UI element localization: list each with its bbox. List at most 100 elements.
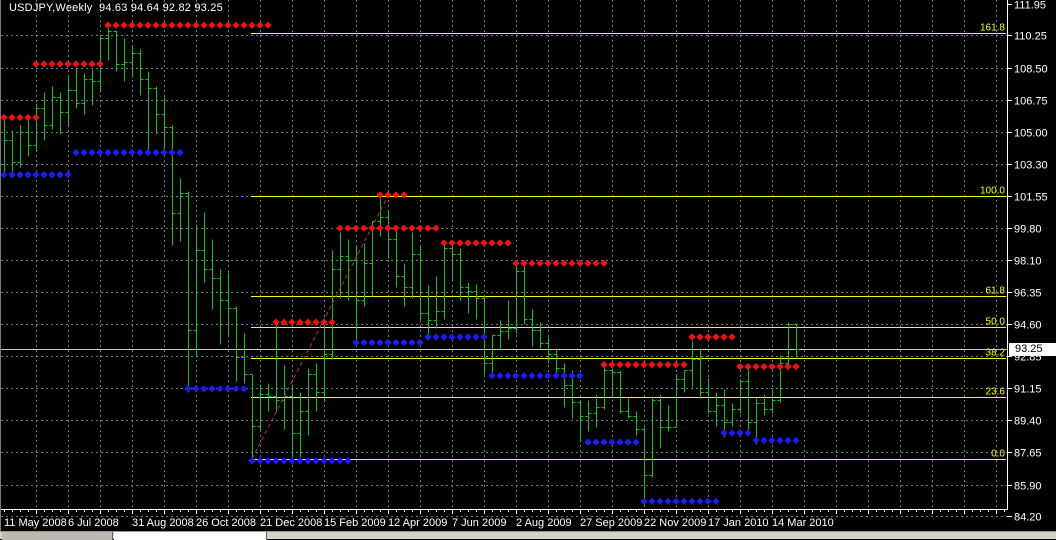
dot [192, 385, 200, 392]
dot [536, 259, 544, 267]
time-axis[interactable]: 11 May 2008 6 Jul 2008 31 Aug 2008 26 Oct 2… [4, 509, 1005, 530]
date-label: 27 Sep 2009 [580, 517, 642, 529]
dot [216, 385, 224, 392]
dot [696, 497, 704, 505]
fib-retracement[interactable]: 161.8 100.0 61.8 50.0 38.2 23.6 0.0 [251, 23, 1006, 460]
price-axis[interactable]: 111.95 110.25 108.50 106.75 105.00 103.30 101.… [1007, 0, 1048, 524]
dot [400, 339, 408, 346]
dot [496, 239, 504, 247]
dot [136, 149, 144, 156]
dot [8, 171, 16, 178]
dot [280, 318, 288, 326]
dot [48, 60, 56, 68]
dot [168, 21, 176, 29]
price-label: 87.65 [1014, 448, 1042, 460]
dot [712, 497, 720, 505]
dot [760, 437, 768, 444]
dot [632, 438, 640, 446]
dot [360, 224, 368, 232]
dot [296, 318, 304, 326]
dot [256, 457, 264, 464]
dot [96, 149, 104, 156]
dot [648, 361, 656, 369]
dot [248, 21, 256, 29]
dot [400, 224, 408, 232]
dot [56, 60, 64, 68]
dot [448, 333, 456, 341]
dot [80, 60, 88, 68]
dot [304, 318, 312, 326]
dot [264, 21, 272, 29]
dot [24, 114, 32, 121]
dot [104, 149, 112, 156]
date-label: 31 Aug 2008 [132, 517, 194, 529]
dot [312, 318, 320, 326]
price-label: 89.40 [1014, 416, 1042, 428]
dot [216, 21, 224, 29]
dot [144, 149, 152, 156]
dot [728, 333, 736, 341]
dot [88, 149, 96, 156]
fib-trendline[interactable] [251, 195, 389, 460]
dot [528, 259, 536, 267]
dot [768, 437, 776, 444]
dot [232, 21, 240, 29]
chart-tabs-strip [0, 531, 1056, 540]
dot [488, 372, 496, 380]
dot [736, 363, 744, 370]
dot [616, 438, 624, 446]
dot [720, 429, 728, 437]
dot [672, 497, 680, 505]
dot [128, 149, 136, 156]
dot [224, 385, 232, 392]
price-label: 111.95 [1014, 0, 1046, 12]
date-label: 6 Jul 2008 [68, 517, 119, 529]
dot [72, 149, 80, 156]
dot [384, 191, 392, 199]
dot [680, 361, 688, 369]
dot [776, 437, 784, 444]
dot [360, 339, 368, 346]
fib-level-label: 100.0 [980, 186, 1005, 197]
dot [232, 385, 240, 392]
dot [208, 21, 216, 29]
dot [504, 372, 512, 380]
dot [472, 239, 480, 247]
dot [272, 457, 280, 464]
dot [32, 171, 40, 178]
dot [456, 239, 464, 247]
date-label: 14 Mar 2010 [772, 517, 834, 529]
dot [592, 259, 600, 267]
dot [368, 224, 376, 232]
dot [384, 339, 392, 346]
dot [560, 259, 568, 267]
dot [704, 497, 712, 505]
dot [456, 333, 464, 341]
dot [280, 457, 288, 464]
dot [656, 361, 664, 369]
dot [632, 361, 640, 369]
dot [176, 21, 184, 29]
chart-tab-next[interactable] [114, 532, 267, 540]
dot [296, 457, 304, 464]
dot [40, 60, 48, 68]
dot [552, 259, 560, 267]
dot [544, 259, 552, 267]
dot [448, 239, 456, 247]
dot [640, 497, 648, 505]
dot [56, 171, 64, 178]
dot [592, 438, 600, 446]
chart-tab-active[interactable] [2, 532, 113, 540]
dot [32, 60, 40, 68]
dot [32, 114, 40, 121]
dot [408, 339, 416, 346]
date-label: 21 Dec 2008 [260, 517, 322, 529]
dot [584, 259, 592, 267]
dot [464, 239, 472, 247]
dot [576, 259, 584, 267]
price-label: 108.50 [1014, 64, 1048, 76]
dot [416, 339, 424, 346]
dot [608, 361, 616, 369]
